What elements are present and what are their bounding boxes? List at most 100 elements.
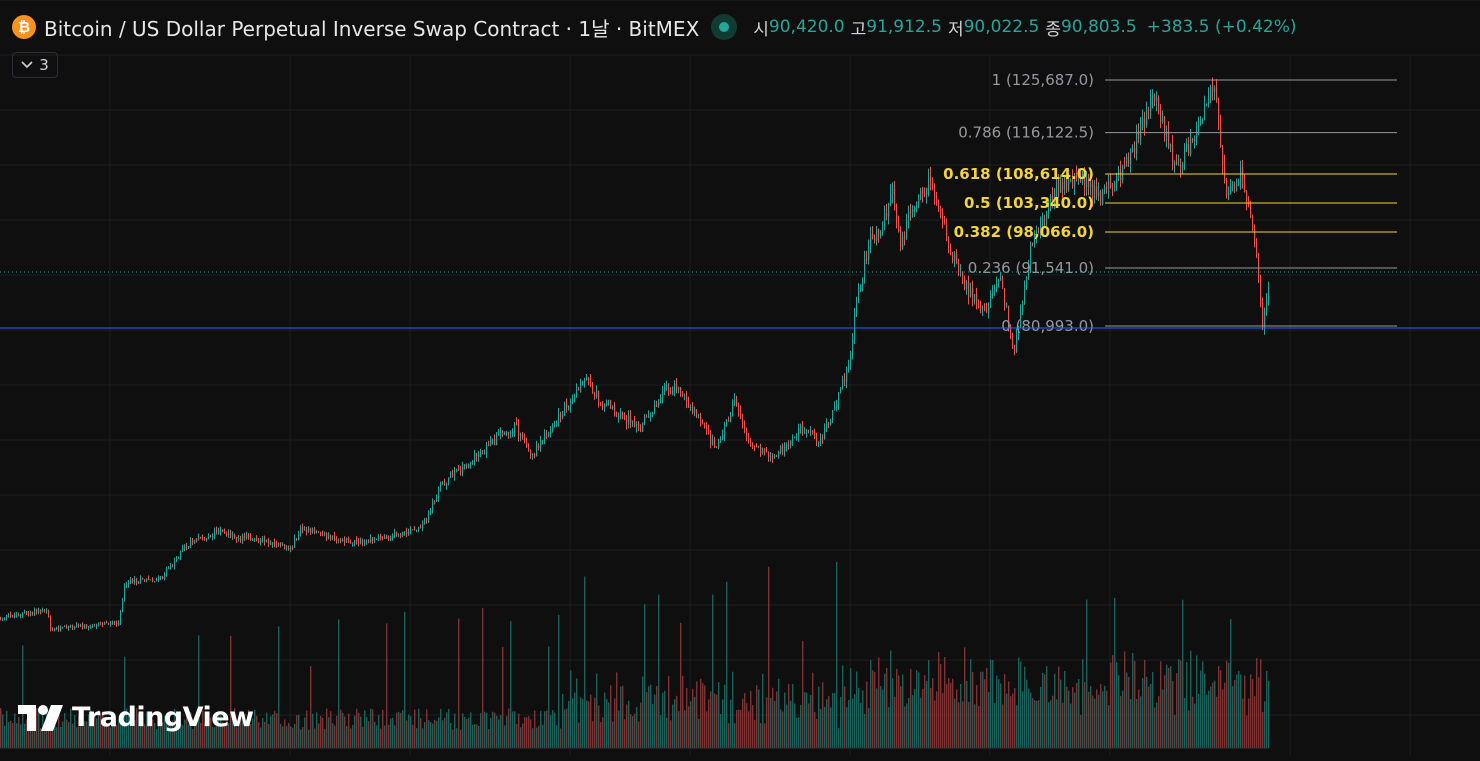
candle-body bbox=[216, 530, 218, 532]
volume-bar bbox=[492, 711, 494, 748]
volume-bar bbox=[880, 685, 882, 748]
candle-body bbox=[516, 422, 518, 424]
volume-bar bbox=[686, 687, 688, 748]
volume-bar bbox=[560, 728, 562, 748]
volume-bar bbox=[998, 679, 1000, 748]
volume-bar bbox=[934, 700, 936, 748]
candle-body bbox=[1170, 145, 1172, 149]
volume-bar bbox=[762, 673, 764, 748]
volume-bar bbox=[1150, 684, 1152, 748]
candle-body bbox=[916, 205, 918, 207]
candle-body bbox=[32, 612, 34, 615]
candle-body bbox=[840, 388, 842, 393]
candle-body bbox=[624, 416, 626, 420]
volume-bar bbox=[518, 713, 520, 748]
candle-body bbox=[652, 412, 654, 416]
volume-bar bbox=[588, 701, 590, 748]
volume-bar bbox=[596, 673, 598, 748]
candle-body bbox=[276, 543, 278, 546]
candle-body bbox=[122, 600, 124, 612]
candle-body bbox=[808, 430, 810, 432]
volume-bar bbox=[376, 725, 378, 748]
volume-bar bbox=[222, 722, 224, 748]
candle-body bbox=[1196, 131, 1198, 138]
symbol-title[interactable]: Bitcoin / US Dollar Perpetual Inverse Sw… bbox=[44, 16, 700, 41]
candle-body bbox=[442, 483, 444, 485]
fibonacci-retracement[interactable]: 1 (125,687.0) 0.786 (116,122.5) 0.618 (108… bbox=[943, 71, 1397, 335]
indicators-toggle-button[interactable]: 3 bbox=[12, 52, 58, 78]
market-status-icon[interactable] bbox=[711, 14, 738, 40]
candle-body bbox=[280, 542, 282, 545]
volume-bar bbox=[504, 725, 506, 748]
candle-body bbox=[394, 532, 396, 537]
candle-body bbox=[1130, 151, 1132, 164]
candle-body bbox=[1210, 86, 1212, 98]
candle-body bbox=[826, 423, 828, 429]
volume-bar bbox=[1114, 597, 1116, 748]
bitcoin-icon[interactable]: ₿ bbox=[12, 15, 36, 39]
candle-body bbox=[1230, 186, 1232, 194]
volume-bar bbox=[192, 729, 194, 748]
volume-bar bbox=[290, 726, 292, 748]
candle-body bbox=[1222, 147, 1224, 165]
volume-bar bbox=[1136, 698, 1138, 748]
candle-body bbox=[78, 624, 80, 626]
volume-bar bbox=[1086, 599, 1088, 748]
volume-bar bbox=[210, 717, 212, 748]
volume-bar bbox=[218, 711, 220, 748]
close-value: 90,803.5 bbox=[1060, 17, 1137, 37]
volume-bar bbox=[464, 716, 466, 748]
volume-bar bbox=[904, 706, 906, 748]
volume-bar bbox=[908, 697, 910, 748]
candle-body bbox=[462, 466, 464, 473]
candle-body bbox=[130, 579, 132, 583]
volume-bar bbox=[678, 711, 680, 748]
volume-bar bbox=[734, 723, 736, 748]
volume-bar bbox=[370, 708, 372, 748]
volume-bar bbox=[568, 701, 570, 748]
volume-bar bbox=[778, 678, 780, 748]
volume-bar bbox=[380, 728, 382, 748]
volume-bar bbox=[394, 725, 396, 748]
volume-bar bbox=[582, 698, 584, 748]
candle-body bbox=[454, 472, 456, 476]
candle-body bbox=[156, 579, 158, 582]
volume-bar bbox=[968, 701, 970, 748]
volume-bar bbox=[658, 594, 660, 748]
candle-body bbox=[914, 205, 916, 210]
candle-body bbox=[382, 537, 384, 539]
candle-body bbox=[530, 450, 532, 456]
volume-bar bbox=[400, 712, 402, 748]
volume-bar bbox=[774, 700, 776, 748]
candle-body bbox=[942, 212, 944, 224]
volume-bar bbox=[770, 697, 772, 748]
candle-body bbox=[936, 198, 938, 203]
ohlc-values: 시 90,420.0 고 91,912.5 저 90,022.5 종 90,80… bbox=[747, 15, 1296, 40]
tradingview-watermark[interactable]: TradingView bbox=[18, 702, 254, 733]
candle-body bbox=[1214, 87, 1216, 93]
volume-bar bbox=[324, 728, 326, 748]
candle-body bbox=[414, 529, 416, 531]
candle-body bbox=[28, 612, 30, 615]
candle-body bbox=[560, 414, 562, 418]
volume-bar bbox=[154, 723, 156, 748]
candle-body bbox=[384, 536, 386, 539]
volume-bar bbox=[806, 692, 808, 748]
volume-bar bbox=[810, 695, 812, 748]
candle-body bbox=[1100, 191, 1102, 205]
candle-body bbox=[610, 403, 612, 409]
volume-bar bbox=[700, 678, 702, 748]
candle-body bbox=[318, 531, 320, 533]
volume-bars bbox=[0, 562, 1270, 749]
volume-bar bbox=[1018, 657, 1020, 748]
volume-bar bbox=[320, 715, 322, 748]
volume-bar bbox=[824, 706, 826, 748]
candle-body bbox=[1104, 186, 1106, 193]
candle-body bbox=[290, 547, 292, 549]
volume-bar bbox=[704, 685, 706, 748]
volume-bar bbox=[852, 698, 854, 748]
candle-body bbox=[336, 539, 338, 541]
volume-bar bbox=[284, 719, 286, 748]
